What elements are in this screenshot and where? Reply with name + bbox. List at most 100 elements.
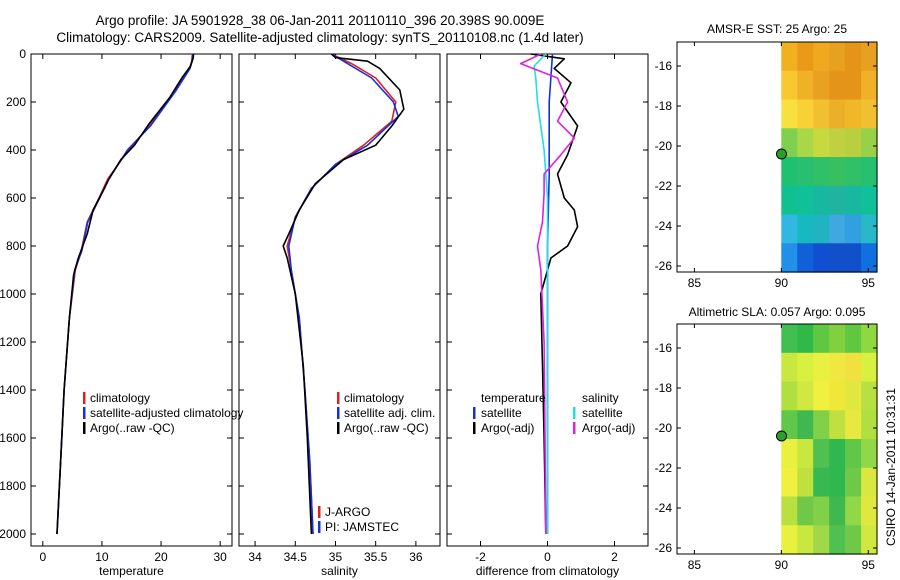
map-cell [813,99,830,129]
map-cell [813,70,830,101]
salinity-legend: climatology satellite adj. clim. Argo(..… [337,391,435,435]
map-cell [861,410,878,440]
map-cell [845,42,862,72]
map-cell [781,525,798,555]
x-tick-label: 95 [862,558,876,572]
map-cell [861,496,878,526]
y-tick-label: -20 [655,139,673,153]
map-cell [829,352,846,383]
map-cell [845,157,862,187]
map-cell [797,243,814,273]
y-tick-label: 600 [6,191,26,205]
x-tick-label: 34 [248,550,262,564]
legend-swatch-temp-argo [473,422,476,434]
map-cell [829,439,846,469]
x-tick-label: 35.5 [364,550,388,564]
legend-label-satellite: satellite-adjusted climatology [90,406,243,420]
map-cell [781,157,798,187]
map-cell [829,496,846,526]
map-cell [813,410,830,440]
x-tick-label: 85 [688,558,702,572]
map-cell [829,70,846,101]
map-cell [797,214,814,244]
plot-frame [30,53,233,547]
map-cell [845,381,862,411]
map-cell [845,128,862,158]
y-tick-label: 1000 [0,287,26,301]
x-tick-label: 0 [544,550,551,564]
timestamp-label: CSIRO 14-Jan-2011 10:31:31 [884,388,898,546]
annotation-swatch-pi [318,521,321,533]
plot-frame [238,53,441,547]
x-tick-label: 30 [213,550,227,564]
map-cell [861,214,878,244]
map-cell [781,185,798,216]
y-tick-label: 1200 [0,335,26,349]
map-cell [797,525,814,555]
map-cell [829,214,846,244]
map-cell [845,214,862,244]
x-tick-label: 34.5 [284,550,308,564]
x-tick-label: 0 [39,550,46,564]
map-cell [861,381,878,411]
argo-position-marker [776,148,787,160]
legend-label-satellite: satellite adj. clim. [344,406,435,420]
map-cell [861,467,878,498]
title-line-1: Argo profile: JA 5901928_38 06-Jan-2011 … [95,13,545,28]
map-cell [861,157,878,187]
map-cell [861,99,878,129]
map-cell [813,496,830,526]
title-line-2: Climatology: CARS2009. Satellite-adjuste… [56,30,584,45]
y-tick-label: -24 [655,501,673,515]
annotation-jargo: J-ARGO [325,505,370,519]
legend-label-argo: Argo(..raw -QC) [90,421,175,435]
map-cell [797,99,814,129]
map-cell [861,439,878,469]
legend-swatch-sal-satellite [573,407,576,419]
y-tick-label: -18 [655,381,673,395]
map-cell [845,496,862,526]
difference-legend: temperature satellite Argo(-adj) salinit… [473,391,635,435]
map-cell [781,243,798,273]
map-cell [797,185,814,216]
legend-swatch-argo [83,422,86,434]
y-tick-label: 1600 [0,431,26,445]
argo-position-marker [776,430,787,442]
series-line-temperature-argo-adj- [530,53,579,535]
map-cell [813,243,830,273]
map-cell [829,128,846,158]
figure-title: Argo profile: JA 5901928_38 06-Jan-2011 … [0,12,640,46]
map-cell [781,42,798,72]
x-tick-label: 85 [688,276,702,290]
x-axis-label: salinity [321,564,358,578]
map-cell [845,243,862,273]
x-tick-label: 35 [329,550,343,564]
y-tick-label: 0 [19,47,26,61]
x-tick-label: 20 [154,550,168,564]
map-cell [781,439,798,469]
map-cell [861,42,878,72]
map-cell [861,324,878,354]
legend-label-climatology: climatology [90,391,150,405]
map-cell [829,185,846,216]
legend-swatch-satellite [337,407,340,419]
map-cell [813,128,830,158]
y-tick-label: -26 [655,259,673,273]
map-cell [797,352,814,383]
map-cell [797,467,814,498]
x-tick-label: 95 [862,276,876,290]
legend-label-temp-argo: Argo(-adj) [481,421,534,435]
legend-swatch-climatology [83,392,86,404]
legend-label-sal-argo: Argo(-adj) [582,421,635,435]
y-tick-label: -20 [655,421,673,435]
series-line-salinity-argo-adj- [519,53,576,535]
map-cell [829,324,846,354]
map-cell [845,185,862,216]
map-cell [813,324,830,354]
sst-map-panel: AMSR-E SST: 25 Argo: 25 -16 -18 -20 -22 -24 -2… [655,22,878,290]
map-cell [813,214,830,244]
map-cell [845,324,862,354]
map-cell [829,410,846,440]
map-cell [829,525,846,555]
